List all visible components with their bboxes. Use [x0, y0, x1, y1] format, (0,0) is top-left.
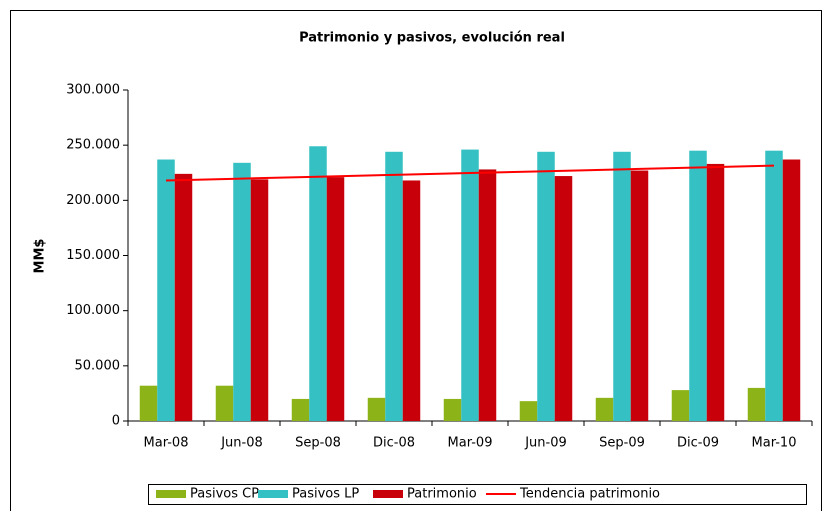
bar: [689, 150, 707, 421]
y-tick-label: 300.000: [66, 83, 120, 98]
bar: [326, 177, 345, 421]
y-tick-label: 200.000: [66, 193, 120, 208]
legend-swatch: [156, 490, 186, 498]
bar: [537, 151, 555, 421]
x-tick-label: Mar-10: [752, 436, 797, 451]
x-tick-label: Mar-09: [448, 436, 493, 451]
bar: [630, 170, 649, 421]
bar: [443, 398, 462, 421]
bar: [139, 385, 158, 421]
bar: [309, 146, 327, 421]
bar: [215, 385, 234, 421]
bar: [461, 149, 479, 421]
bar: [174, 173, 193, 421]
x-tick-label: Sep-08: [295, 436, 341, 451]
legend-label: Pasivos LP: [292, 487, 359, 502]
bar: [613, 151, 631, 421]
bar: [478, 169, 497, 421]
bar: [519, 401, 538, 421]
bar: [747, 387, 766, 421]
x-tick-label: Sep-09: [599, 436, 645, 451]
bar: [671, 390, 690, 421]
bar: [233, 162, 251, 421]
bar: [554, 176, 573, 421]
y-tick-label: 250.000: [66, 138, 120, 153]
bar: [402, 180, 421, 421]
x-tick-label: Dic-08: [373, 436, 415, 451]
x-tick-label: Mar-08: [144, 436, 189, 451]
bar: [765, 150, 783, 421]
legend-swatch: [373, 490, 403, 498]
legend-label: Patrimonio: [407, 487, 477, 502]
x-tick-label: Jun-08: [220, 436, 263, 451]
legend-swatch: [258, 490, 288, 498]
bar: [291, 398, 310, 421]
bar: [706, 163, 725, 421]
trend-line: [165, 164, 775, 182]
x-tick-label: Dic-09: [677, 436, 719, 451]
y-tick-label: 0: [112, 414, 120, 429]
y-tick-label: 150.000: [66, 248, 120, 263]
legend-label: Pasivos CP: [190, 487, 259, 502]
x-tick-label: Jun-09: [524, 436, 567, 451]
bar: [595, 397, 614, 421]
y-tick-label: 50.000: [75, 358, 121, 373]
bar: [367, 397, 386, 421]
legend-box: [148, 484, 807, 505]
bar: [250, 179, 269, 421]
chart-title: Patrimonio y pasivos, evolución real: [299, 31, 565, 46]
y-tick-label: 100.000: [66, 303, 120, 318]
y-axis-title: MM$: [33, 239, 48, 274]
bar: [385, 151, 403, 421]
bar: [157, 159, 175, 421]
legend-label: Tendencia patrimonio: [519, 487, 660, 502]
bar: [782, 159, 801, 421]
